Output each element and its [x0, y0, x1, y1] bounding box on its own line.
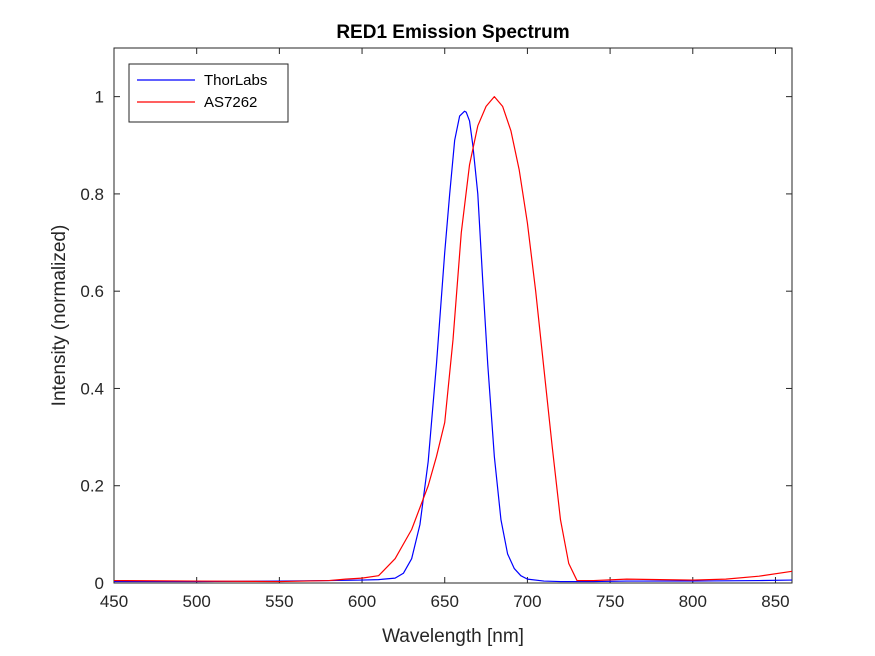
y-tick-label: 0 [95, 574, 104, 593]
x-tick-label: 850 [761, 592, 789, 611]
series-lines [113, 96, 793, 583]
legend-box [128, 63, 289, 123]
x-tick-label: 650 [431, 592, 459, 611]
y-tick-label: 0.2 [80, 477, 104, 496]
y-tick-label: 0.6 [80, 282, 104, 301]
x-tick-label: 550 [265, 592, 293, 611]
x-tick-label: 500 [182, 592, 210, 611]
x-tick-label: 750 [596, 592, 624, 611]
y-tick-label: 0.4 [80, 379, 104, 398]
x-tick-label: 450 [100, 592, 128, 611]
x-tick-label: 700 [513, 592, 541, 611]
y-axis-label: Intensity (normalized) [49, 225, 70, 407]
chart-title: RED1 Emission Spectrum [336, 22, 569, 43]
y-tick-label: 1 [95, 88, 104, 107]
legend-label: AS7262 [204, 94, 257, 111]
x-axis-label: Wavelength [nm] [382, 626, 524, 647]
plot-area [113, 47, 793, 584]
legend-label: ThorLabs [204, 72, 267, 89]
x-tick-label: 600 [348, 592, 376, 611]
axis-ticks: 450 500 550 600 650 700 750 800 850 0 0.2 0.4 0.6 0.8… [80, 48, 792, 611]
legend: ThorLabs AS7262 [128, 63, 289, 123]
y-tick-label: 0.8 [80, 185, 104, 204]
x-tick-label: 800 [679, 592, 707, 611]
series-line-thorlabs [114, 110, 793, 583]
series-line-as7262 [113, 96, 793, 583]
